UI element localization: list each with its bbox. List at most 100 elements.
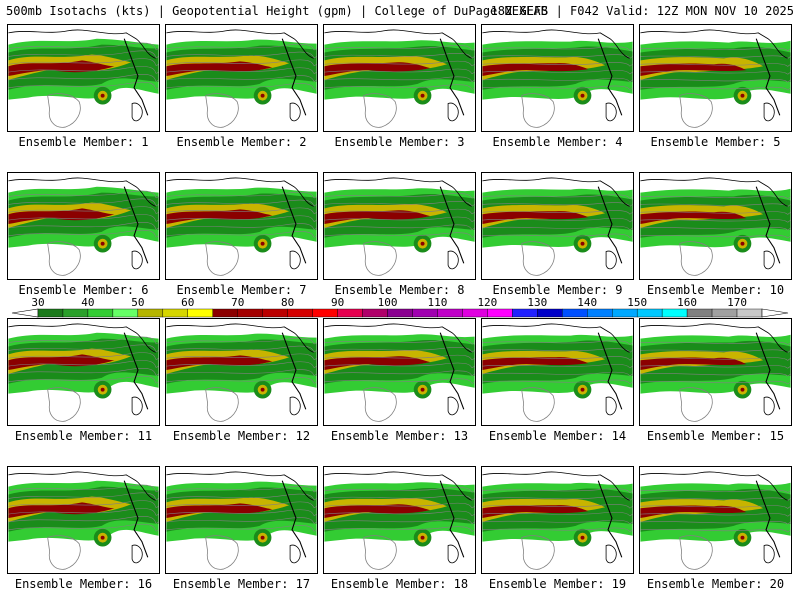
coastline <box>439 480 465 558</box>
ensemble-member-label: Ensemble Member: 16 <box>14 577 153 591</box>
ensemble-member-label: Ensemble Member: 1 <box>18 135 149 149</box>
height-contour <box>324 216 475 222</box>
landmass-outline <box>205 93 239 128</box>
colorbar-tick-label: 170 <box>727 296 747 309</box>
coastline <box>281 332 307 410</box>
cutoff-low-center <box>100 535 105 540</box>
height-contour <box>640 227 791 231</box>
height-contour <box>640 86 791 91</box>
landmass-outline <box>289 102 301 122</box>
coastline <box>281 186 307 264</box>
coastline <box>597 480 623 558</box>
colorbar-swatch <box>537 308 563 318</box>
height-contour <box>482 85 633 90</box>
landmass-outline <box>605 102 617 122</box>
wind-speed-colorbar: 30 40 50 60 70 80 90 100 110 120 130 140 150 160 170 <box>11 296 789 318</box>
jet-core-max <box>482 505 589 519</box>
coastline <box>123 186 149 264</box>
coastline <box>324 323 472 353</box>
height-contour <box>482 225 633 231</box>
map-canvas <box>166 177 317 276</box>
height-contour <box>8 58 159 66</box>
cutoff-low-center <box>100 93 105 98</box>
height-contour <box>166 485 317 493</box>
landmass-outline <box>447 544 459 564</box>
colorbar-tick-label: 100 <box>378 296 398 309</box>
ensemble-member-map <box>323 318 476 426</box>
height-contour <box>8 214 159 222</box>
map-canvas <box>8 177 159 276</box>
ensemble-member-map <box>481 318 634 426</box>
coastline <box>166 323 314 353</box>
cutoff-low-center <box>740 241 745 246</box>
coastline <box>597 38 623 116</box>
height-contour <box>324 60 475 67</box>
colorbar-swatch <box>187 308 213 318</box>
ensemble-member-label: Ensemble Member: 9 <box>492 283 623 297</box>
height-contour <box>8 492 159 500</box>
map-canvas <box>166 471 317 570</box>
height-contour <box>166 83 317 90</box>
cutoff-low-center <box>420 535 425 540</box>
coastline <box>8 323 156 353</box>
height-contour <box>166 191 317 199</box>
ensemble-member-label: Ensemble Member: 10 <box>646 283 785 297</box>
height-contour <box>640 219 791 223</box>
landmass-outline <box>131 396 143 416</box>
ensemble-member-label: Ensemble Member: 8 <box>334 283 465 297</box>
coastline <box>755 480 781 558</box>
map-canvas <box>324 323 475 422</box>
landmass-outline <box>679 387 713 422</box>
colorbar-swatch <box>661 308 688 318</box>
ensemble-member-map <box>7 466 160 574</box>
coastline <box>439 38 465 116</box>
landmass-outline <box>205 387 239 422</box>
height-contour <box>482 62 633 67</box>
ensemble-member-map <box>639 24 792 132</box>
ensemble-member-label: Ensemble Member: 11 <box>14 429 153 443</box>
colorbar-tick-label: 90 <box>331 296 344 309</box>
height-contour <box>640 341 791 345</box>
colorbar-swatch <box>112 308 139 318</box>
landmass-outline <box>47 387 81 422</box>
coastline <box>281 480 307 558</box>
height-contour <box>482 233 633 238</box>
map-canvas <box>482 29 633 128</box>
colorbar-left-arrow <box>11 308 39 318</box>
height-contour <box>324 232 475 238</box>
jet-core-max <box>324 356 431 371</box>
ensemble-member-map <box>165 318 318 426</box>
height-contour <box>8 229 159 238</box>
landmass-outline <box>131 250 143 270</box>
jet-core-max <box>482 211 589 225</box>
height-contour <box>8 198 159 206</box>
height-contour <box>324 495 475 501</box>
height-contour <box>324 487 475 493</box>
landmass-outline <box>289 396 301 416</box>
coastline <box>281 38 307 116</box>
height-contour <box>166 345 317 353</box>
coastline <box>597 186 623 264</box>
height-contour <box>640 79 791 83</box>
height-contour <box>324 378 475 384</box>
cutoff-low-center <box>260 535 265 540</box>
height-contour <box>166 369 317 376</box>
cutoff-low-center <box>580 387 585 392</box>
ensemble-member-label: Ensemble Member: 20 <box>646 577 785 591</box>
colorbar-tick-label: 50 <box>131 296 144 309</box>
height-contour <box>640 521 791 525</box>
colorbar-swatch <box>711 308 738 318</box>
cutoff-low-center <box>260 241 265 246</box>
ensemble-member-map <box>639 318 792 426</box>
coastline <box>324 177 472 207</box>
colorbar-swatch <box>686 308 713 318</box>
height-contour <box>166 59 317 66</box>
cutoff-low-center <box>740 535 745 540</box>
coastline <box>166 177 314 207</box>
landmass-outline <box>363 241 397 276</box>
coastline <box>324 471 472 501</box>
height-contour <box>8 222 159 230</box>
jet-core-max <box>640 357 747 371</box>
landmass-outline <box>205 535 239 570</box>
jet-core-max <box>640 505 747 519</box>
